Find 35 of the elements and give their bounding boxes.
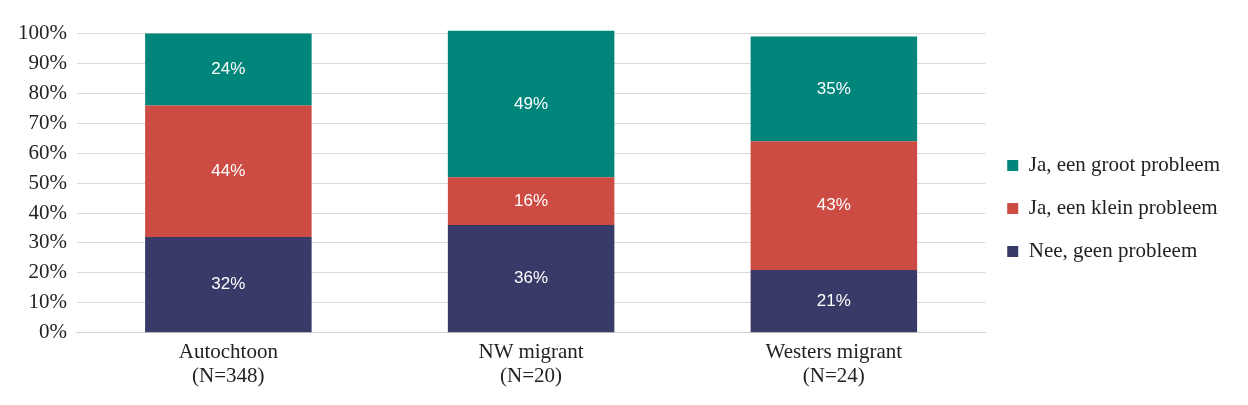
x-tick-label: Westers migrant (N=24) <box>765 339 903 388</box>
bar <box>145 236 312 333</box>
text: 49% <box>514 93 549 113</box>
x-tick-label: NW migrant (N=20) <box>478 339 584 388</box>
y-tick-label: 0% <box>38 319 67 344</box>
text: 35% <box>816 78 851 98</box>
text: 24% <box>211 59 246 79</box>
y-tick-label: 50% <box>28 169 67 194</box>
text: 43% <box>816 195 851 215</box>
text: 36% <box>514 268 549 288</box>
text: 44% <box>211 160 246 180</box>
bar <box>750 141 918 270</box>
legend-label: Nee, geen probleem <box>1028 238 1198 263</box>
bar <box>145 33 312 106</box>
x-tick-label: Autochtoon (N=348) <box>178 339 279 388</box>
y-tick-label: 80% <box>28 79 67 104</box>
bar <box>750 36 918 142</box>
bar <box>447 225 615 333</box>
text: 32% <box>211 274 246 294</box>
bar <box>145 105 312 237</box>
y-tick-label: 10% <box>28 289 67 314</box>
y-tick-label: 70% <box>28 109 67 134</box>
bar <box>447 30 615 178</box>
y-tick-label: 20% <box>28 259 67 284</box>
legend-label: Ja, een klein probleem <box>1028 195 1218 220</box>
text: 16% <box>514 190 549 210</box>
text: 21% <box>816 290 851 310</box>
y-tick-label: 40% <box>28 199 67 224</box>
bar <box>750 269 918 333</box>
y-tick-label: 30% <box>28 229 67 254</box>
y-tick-label: 100% <box>17 20 67 45</box>
y-tick-label: 60% <box>28 139 67 164</box>
legend-label: Ja, een groot probleem <box>1028 152 1221 177</box>
bar <box>447 177 615 226</box>
y-tick-label: 90% <box>28 50 67 75</box>
